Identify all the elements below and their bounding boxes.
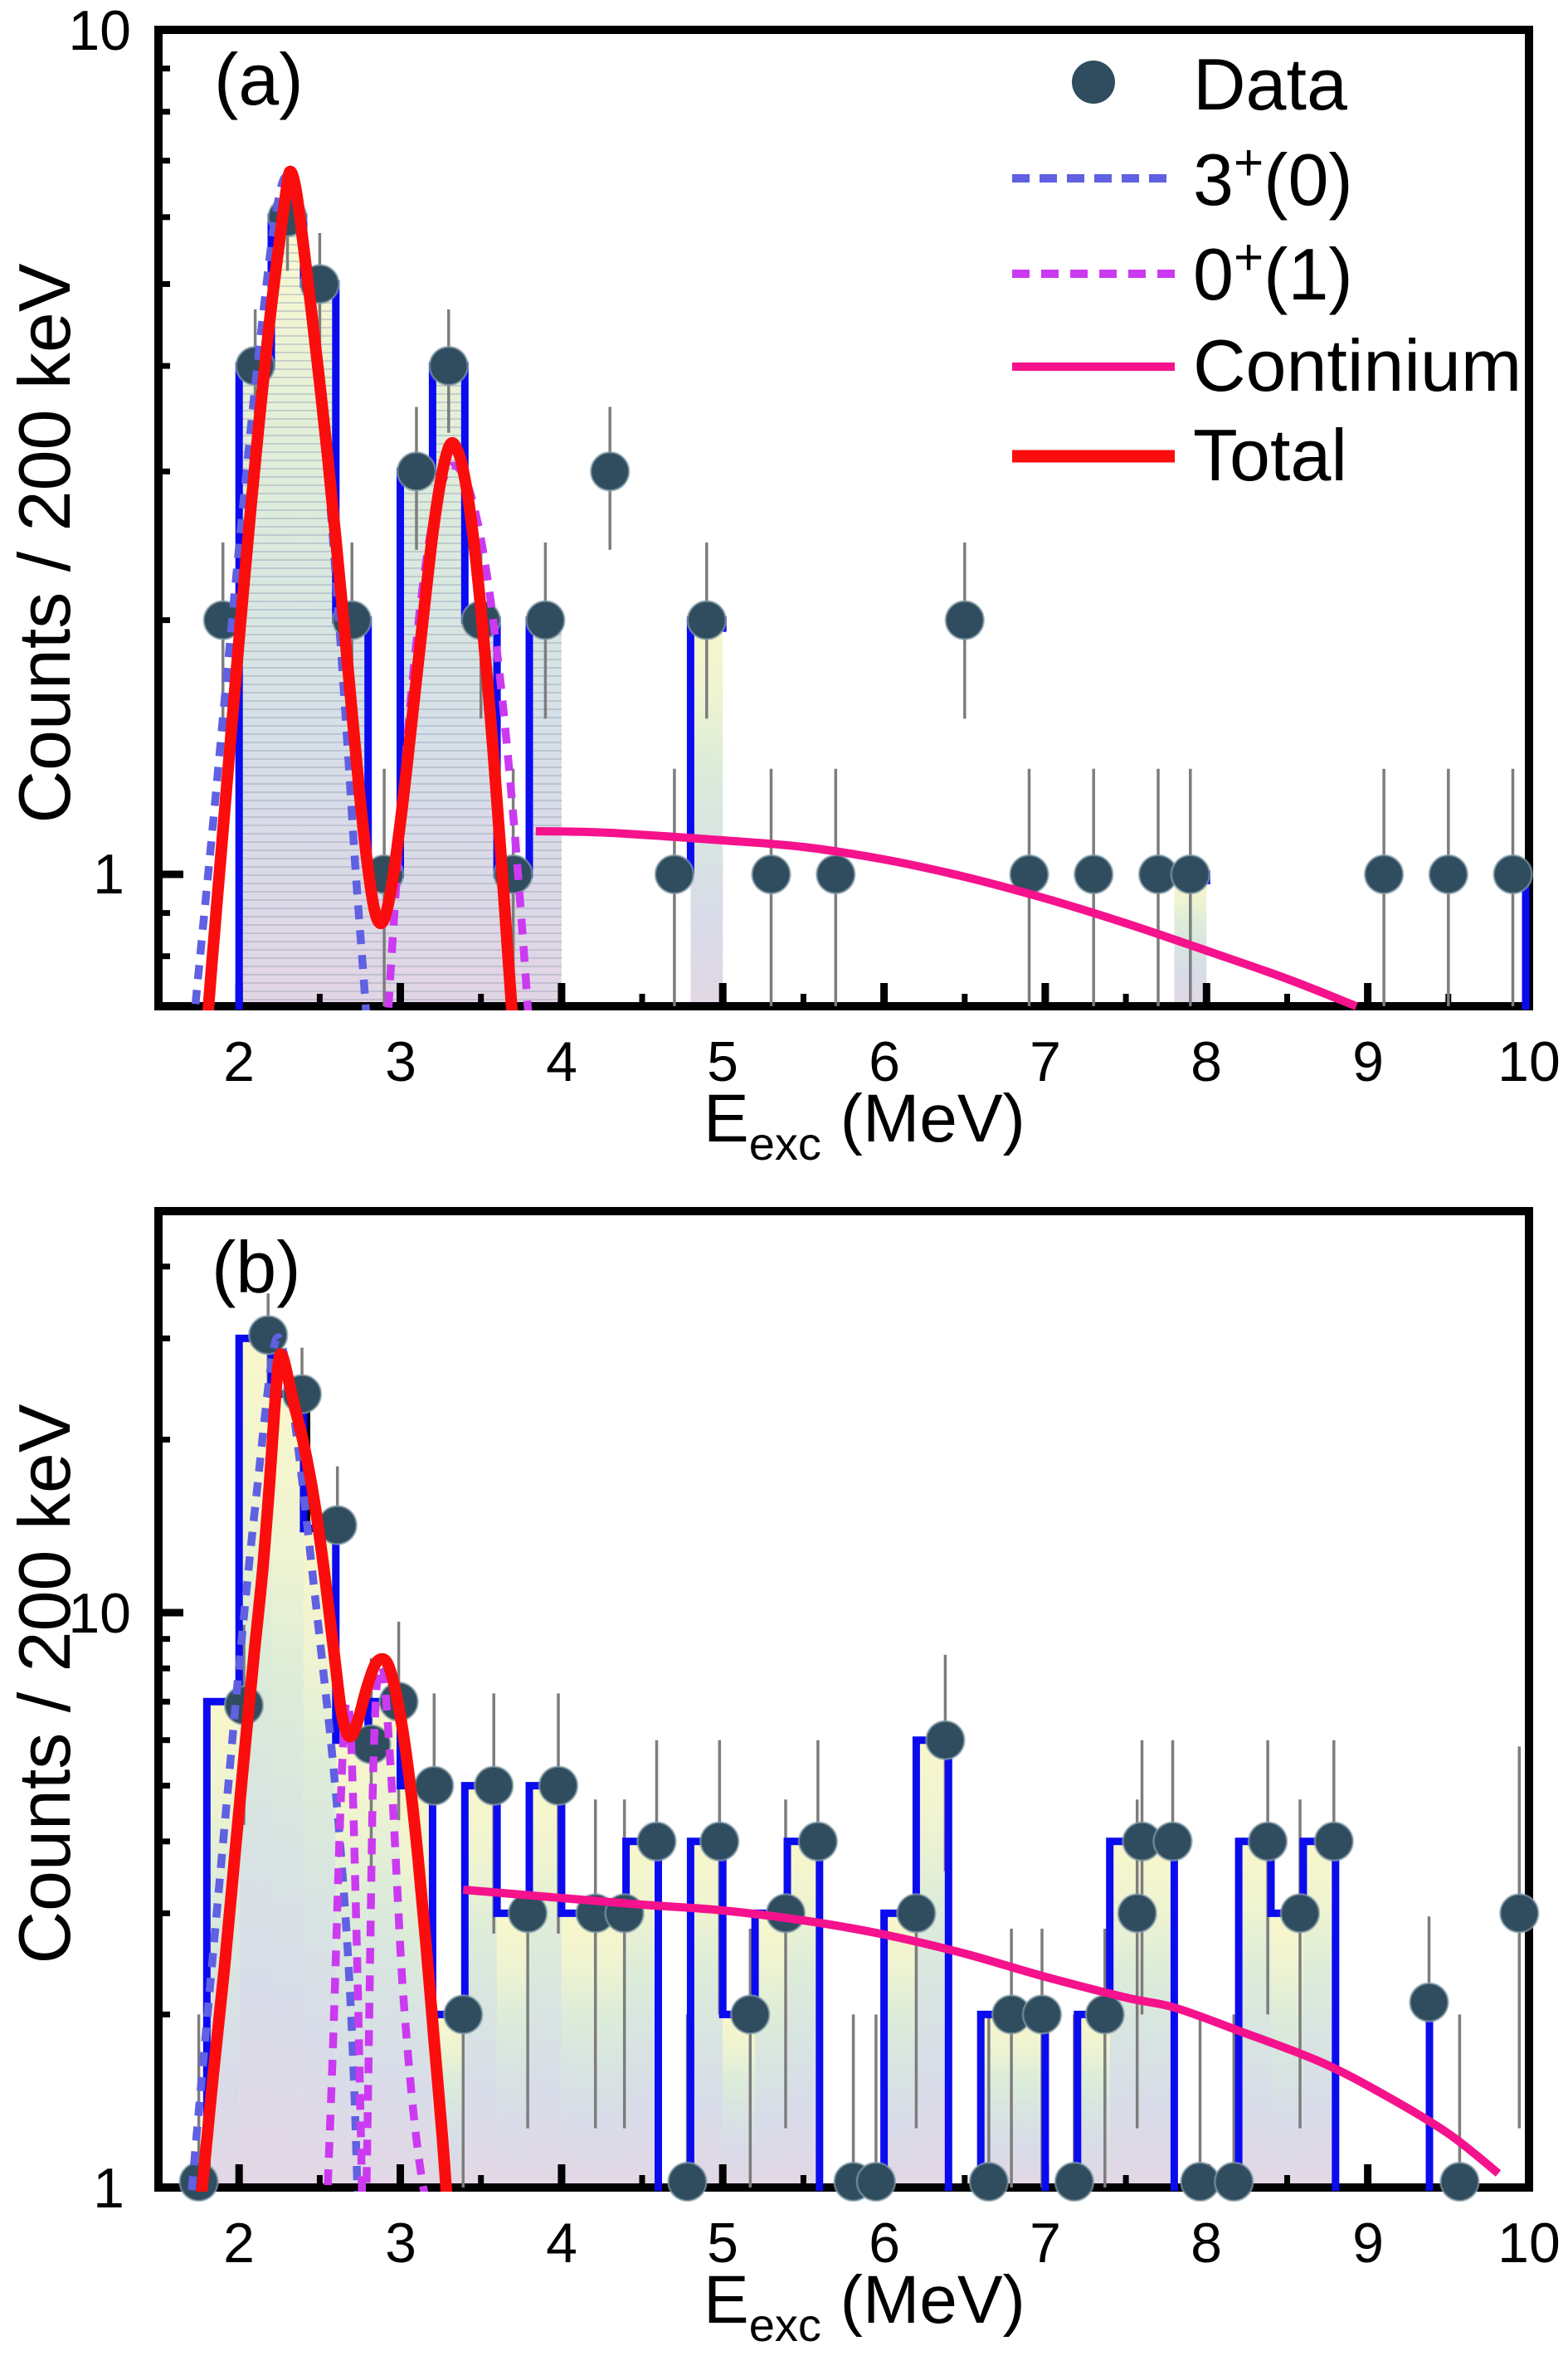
svg-text:6: 6 bbox=[869, 2212, 900, 2275]
svg-text:9: 9 bbox=[1352, 2212, 1384, 2275]
svg-text:4: 4 bbox=[546, 1030, 577, 1093]
svg-text:1: 1 bbox=[93, 2157, 124, 2220]
svg-text:8: 8 bbox=[1191, 2212, 1222, 2275]
svg-text:Eexc (MeV): Eexc (MeV) bbox=[704, 2262, 1025, 2351]
svg-text:6: 6 bbox=[869, 1030, 900, 1093]
svg-text:Data: Data bbox=[1193, 43, 1347, 125]
svg-text:(b): (b) bbox=[212, 1226, 301, 1308]
svg-text:5: 5 bbox=[707, 2212, 738, 2275]
svg-text:7: 7 bbox=[1030, 2212, 1061, 2275]
svg-text:8: 8 bbox=[1191, 1030, 1222, 1093]
svg-text:10: 10 bbox=[68, 1582, 131, 1645]
svg-text:(a): (a) bbox=[214, 38, 304, 120]
svg-text:Continium: Continium bbox=[1193, 324, 1522, 406]
svg-text:3: 3 bbox=[385, 2212, 416, 2275]
svg-text:10: 10 bbox=[68, 0, 131, 62]
svg-text:10: 10 bbox=[1497, 1030, 1561, 1093]
svg-text:5: 5 bbox=[707, 1030, 738, 1093]
svg-text:7: 7 bbox=[1030, 1030, 1061, 1093]
svg-text:Eexc (MeV): Eexc (MeV) bbox=[704, 1081, 1025, 1170]
svg-text:4: 4 bbox=[546, 2212, 577, 2275]
svg-text:3: 3 bbox=[385, 1030, 416, 1093]
svg-text:3+(0): 3+(0) bbox=[1193, 134, 1353, 221]
svg-text:2: 2 bbox=[223, 1030, 255, 1093]
svg-text:10: 10 bbox=[1497, 2212, 1561, 2275]
svg-text:1: 1 bbox=[93, 843, 124, 906]
svg-text:Counts / 200 keV: Counts / 200 keV bbox=[3, 263, 85, 823]
svg-text:0+(1): 0+(1) bbox=[1193, 229, 1353, 315]
svg-text:Total: Total bbox=[1193, 414, 1347, 496]
svg-text:Counts / 200 keV: Counts / 200 keV bbox=[3, 1404, 85, 1964]
svg-text:2: 2 bbox=[223, 2212, 255, 2275]
svg-text:9: 9 bbox=[1352, 1030, 1384, 1093]
